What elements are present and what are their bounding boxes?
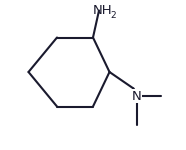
Text: 2: 2 <box>110 11 116 20</box>
Text: NH: NH <box>93 4 113 17</box>
Text: N: N <box>132 90 141 102</box>
